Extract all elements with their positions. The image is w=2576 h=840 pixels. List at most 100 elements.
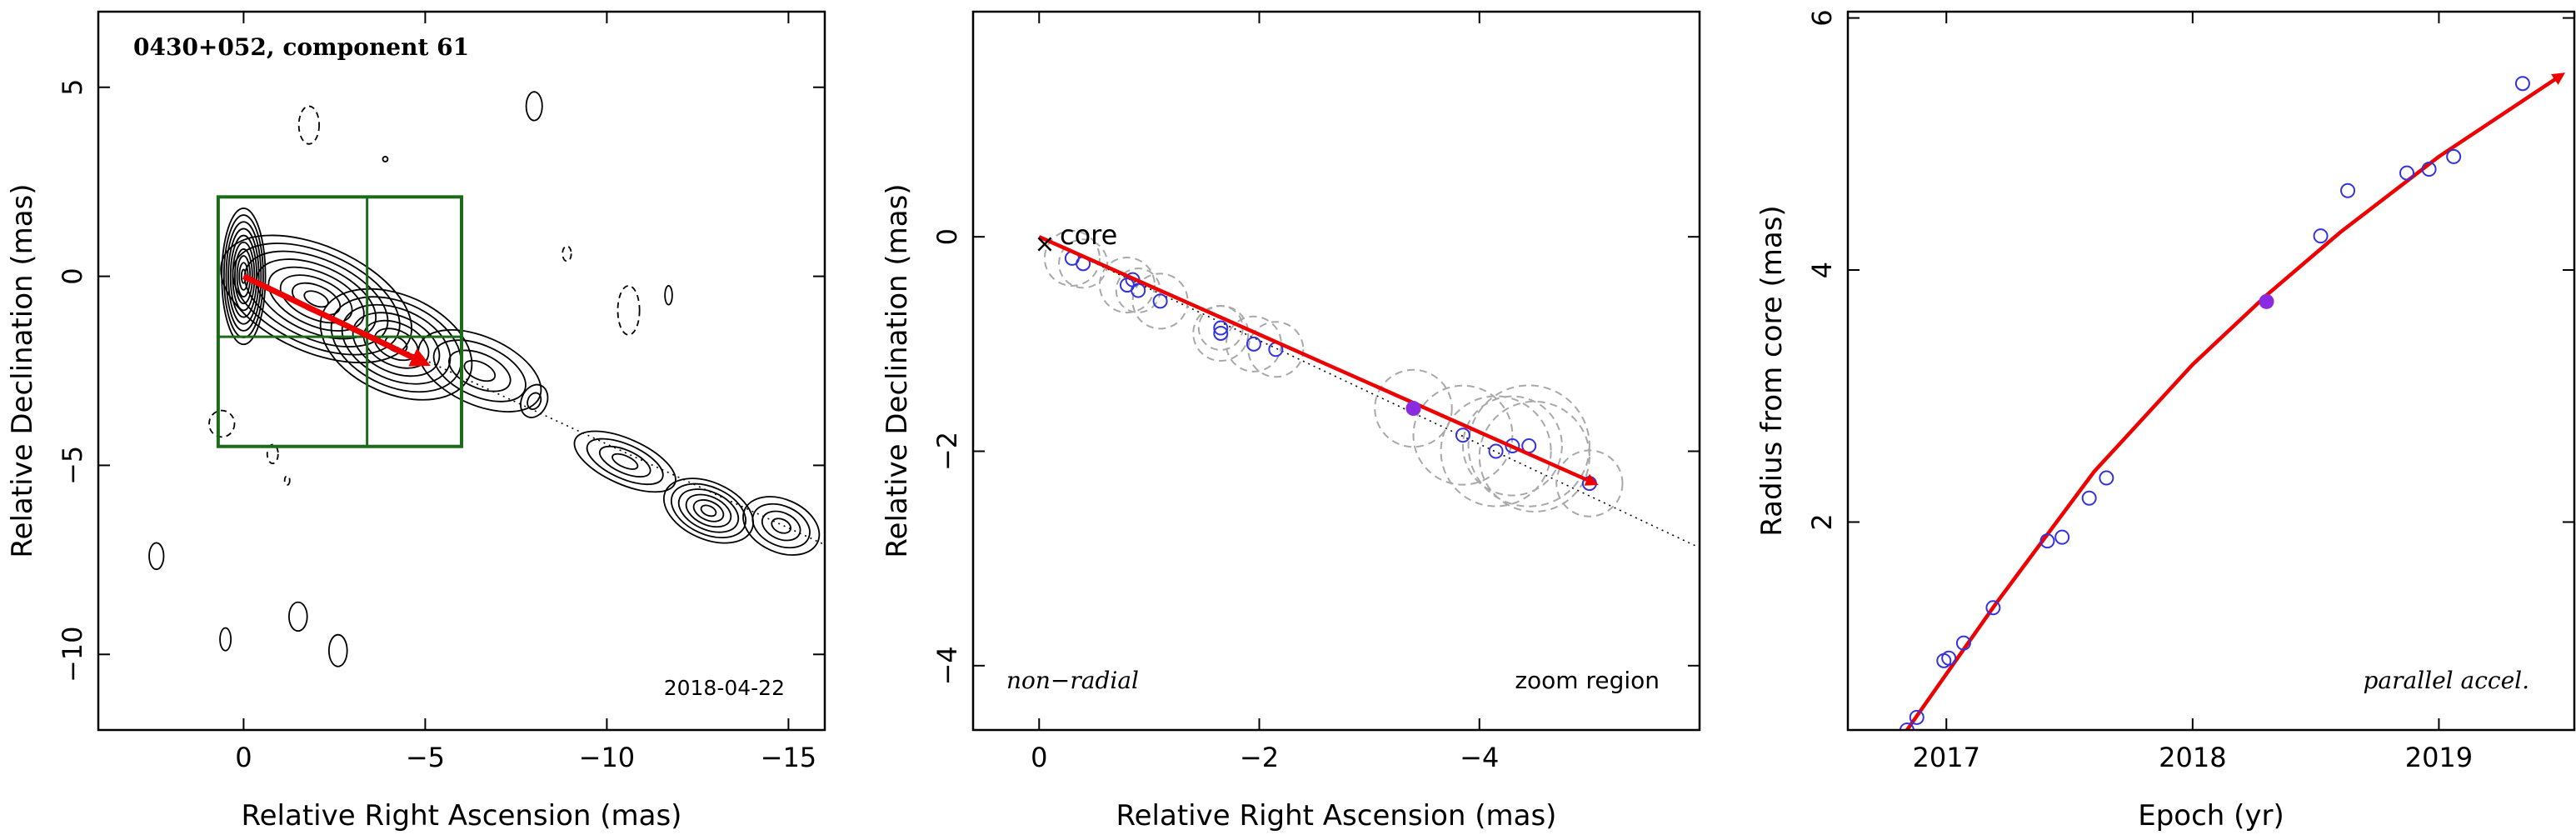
p1-small-contour: [297, 105, 320, 145]
p2-uncertainty-circle: [1412, 384, 1514, 486]
p1-ytick-label: 5: [57, 79, 88, 96]
p1-contour-level: [700, 504, 717, 518]
p2-point: [1505, 438, 1520, 454]
p1-plot-area: [148, 91, 825, 668]
p1-small-contour: [525, 91, 543, 122]
p1-contour-level: [771, 518, 791, 534]
p2-ytick-label: −2: [931, 432, 963, 471]
p1-title: 0430+052, component 61: [133, 33, 469, 61]
p3-point: [2514, 76, 2530, 92]
p1-ytick-label: −10: [57, 626, 88, 682]
p2-xtick-label: −4: [1460, 742, 1499, 773]
p3-point: [2399, 165, 2414, 181]
p2-point: [1213, 320, 1229, 336]
p3-point: [2446, 148, 2462, 164]
p3-xlabel: Epoch (yr): [2138, 799, 2284, 832]
p1-date-label: 2018-04-22: [664, 676, 785, 700]
p1-contour-level: [677, 488, 740, 533]
p3-point: [2081, 490, 2097, 506]
p1-small-contour: [617, 285, 641, 336]
p3-xtick-label: 2017: [1913, 742, 1980, 773]
p1-contour-level: [220, 234, 412, 364]
p2-right-annotation: zoom region: [1515, 667, 1660, 694]
p1-small-contour: [283, 475, 291, 486]
p1-contour-level: [662, 478, 754, 544]
p2-point: [1488, 443, 1504, 459]
p2-point: [1246, 336, 1261, 352]
p3-point: [2039, 533, 2055, 549]
p2-ticks: 0 −2 −4 0 −2 −4: [931, 12, 1700, 773]
p2-uncertainty-circles: [1043, 229, 1624, 518]
p3-point: [2099, 470, 2114, 486]
p1-small-contour: [148, 542, 165, 571]
p1-small-contour: [382, 156, 389, 162]
p2-uncertainty-circle: [1440, 395, 1552, 508]
p3-plot-area: [1899, 72, 2566, 730]
p1-contour-level: [341, 303, 452, 385]
p1-small-contour: [664, 285, 673, 306]
p1-zoom-box: [216, 195, 463, 448]
p1-xlabel: Relative Right Ascension (mas): [242, 799, 682, 832]
p1-contour-level: [279, 274, 353, 324]
p1-contour-level: [227, 228, 260, 325]
p1-ytick-label: −5: [57, 446, 88, 485]
p2-ylabel: Relative Declination (mas): [881, 183, 914, 558]
p1-ticks: 0 −5 −10 −15 5 0 −5 −10: [57, 12, 825, 773]
p3-point: [1899, 722, 1915, 730]
p2-ytick-label: −4: [931, 646, 963, 685]
p3-fit-curve: [1905, 72, 2566, 730]
p1-small-contour: [562, 245, 572, 262]
p2-plot-area: [1038, 229, 1700, 549]
p2-motion-arrow: [1038, 235, 1599, 486]
p3-xtick-label: 2019: [2405, 742, 2473, 773]
p1-contour-level: [243, 250, 389, 348]
p2-left-annotation: non−radial: [1006, 667, 1139, 694]
p3-ylabel: Radius from core (mas): [1755, 205, 1789, 536]
p2-core-label: core: [1060, 219, 1117, 251]
p3-point: [2313, 228, 2329, 244]
p1-contour-level: [586, 438, 664, 486]
p2-uncertainty-circle: [1247, 321, 1305, 378]
p2-xtick-label: 0: [1031, 742, 1047, 773]
p2-core-marker: ×: [1034, 230, 1055, 259]
p1-contour-level: [256, 258, 377, 340]
p1-contour-level: [448, 349, 512, 392]
p2-point: [1455, 428, 1470, 443]
p3-ytick-label: 2: [1806, 513, 1838, 530]
p3-point: [2340, 182, 2356, 198]
p2-uncertainty-circle: [1461, 395, 1563, 497]
p1-contour-level: [685, 493, 732, 528]
p1-small-contour: [208, 409, 236, 438]
p1-contour-level: [432, 339, 527, 402]
p3-ytick-label: 6: [1806, 9, 1838, 26]
p2-point: [1152, 293, 1168, 309]
p1-small-contour: [219, 627, 232, 652]
p1-ytick-label: 0: [57, 268, 88, 284]
p1-frame: [97, 10, 826, 732]
p1-contour-level: [234, 248, 253, 305]
p1-contour-level: [330, 296, 462, 393]
p2-xlabel: Relative Right Ascension (mas): [1116, 799, 1557, 832]
p1-contour-level: [598, 445, 651, 478]
p1-contour-level: [612, 452, 639, 470]
p1-contour-level: [463, 359, 497, 382]
p1-contour-level: [232, 242, 401, 356]
p1-contour-level: [417, 329, 542, 412]
p2-ytick-label: 0: [931, 228, 963, 245]
p2-uncertainty-circle: [1374, 368, 1453, 448]
panel-2-zoom: 0 −2 −4 0 −2 −4 × core non−radial zoom region…: [881, 10, 1701, 832]
p1-contour-level: [267, 266, 365, 332]
p2-uncertainty-circle: [1043, 229, 1101, 287]
p1-contour-level: [761, 510, 801, 542]
p2-uncertainty-circle: [1192, 304, 1250, 362]
p1-ylabel: Relative Declination (mas): [6, 183, 39, 558]
panel-3-radius: 2017 2018 2019 2 4 6 parallel accel. Epoch (y…: [1755, 9, 2576, 832]
p1-small-contour: [327, 633, 348, 668]
p1-contour-level: [352, 312, 441, 378]
p1-xtick-label: −15: [761, 742, 817, 773]
p3-point: [2421, 162, 2437, 178]
p3-point: [1941, 650, 1957, 666]
p1-contour-level: [751, 502, 811, 549]
